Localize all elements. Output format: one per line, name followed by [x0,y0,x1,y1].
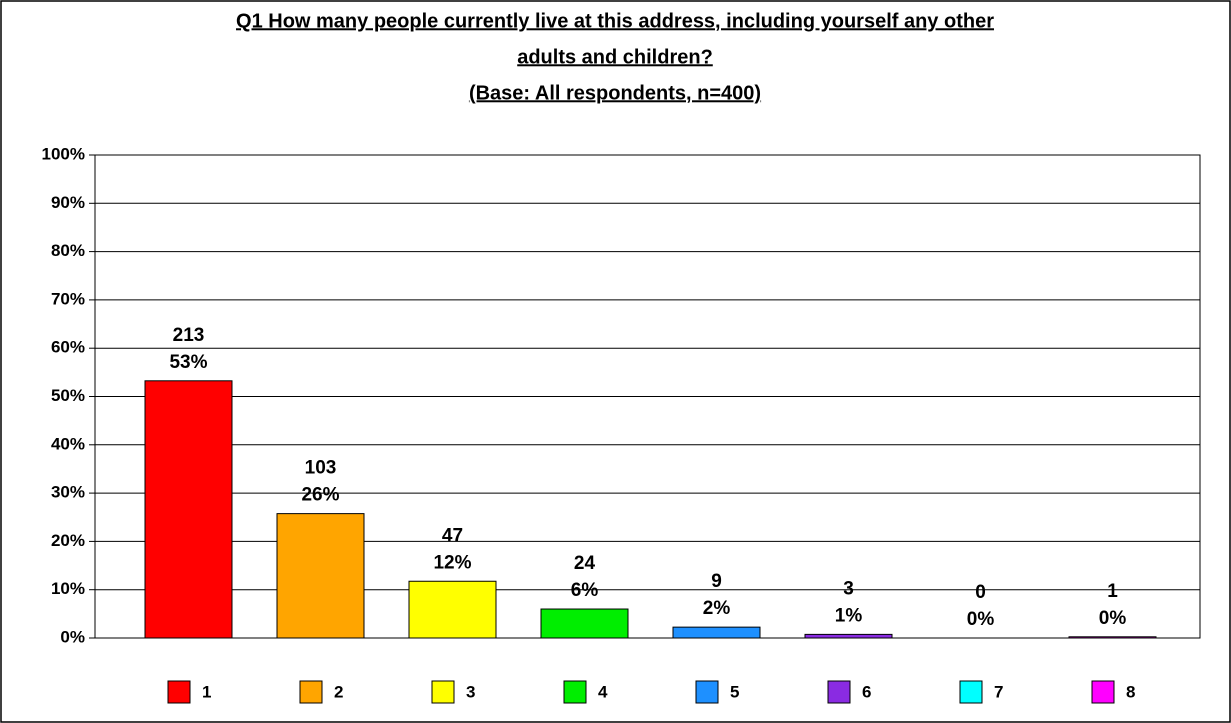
y-tick-label: 20% [51,531,85,550]
legend-label: 3 [466,682,475,701]
legend-label: 7 [994,682,1003,701]
y-tick-label: 40% [51,434,85,453]
legend-swatch [563,680,587,704]
y-tick-label: 70% [51,289,85,308]
data-label-percent: 26% [301,485,339,506]
data-label-count: 3 [843,578,854,599]
legend-label: 8 [1126,682,1135,701]
chart-title: (Base: All respondents, n=400) [469,82,761,104]
chart-title: Q1 How many people currently live at thi… [236,10,994,32]
data-label-percent: 1% [835,605,863,626]
y-tick-label: 80% [51,241,85,260]
bar [672,626,761,639]
data-label-percent: 2% [703,598,731,619]
data-label-count: 47 [442,525,463,546]
y-tick-label: 10% [51,579,85,598]
data-label-count: 24 [574,553,596,574]
data-label-count: 0 [975,582,986,603]
data-label-percent: 12% [433,552,471,573]
legend-swatch [695,680,719,704]
legend-label: 5 [730,682,739,701]
data-label-count: 103 [305,458,337,479]
bar [408,580,497,639]
data-label-percent: 53% [169,352,207,373]
chart-title: adults and children? [517,46,713,68]
legend-swatch [299,680,323,704]
data-label-percent: 0% [1099,608,1127,629]
bar [804,633,893,639]
y-tick-label: 0% [60,627,85,646]
legend-swatch [1091,680,1115,704]
bar [1068,636,1157,639]
bar [144,380,233,639]
y-tick-label: 30% [51,483,85,502]
y-tick-label: 60% [51,338,85,357]
legend-label: 6 [862,682,871,701]
y-tick-label: 100% [42,144,85,163]
legend-label: 4 [598,682,608,701]
legend-swatch [431,680,455,704]
legend-label: 1 [202,682,211,701]
legend-swatch [959,680,983,704]
bar [276,513,365,639]
legend-swatch [827,680,851,704]
legend-swatch [167,680,191,704]
y-tick-label: 50% [51,386,85,405]
bar [540,608,629,639]
data-label-percent: 0% [967,609,995,630]
data-label-count: 9 [711,571,722,592]
data-label-count: 1 [1107,581,1118,602]
data-label-count: 213 [173,325,205,346]
data-label-percent: 6% [571,580,599,601]
legend-label: 2 [334,682,343,701]
y-tick-label: 90% [51,193,85,212]
